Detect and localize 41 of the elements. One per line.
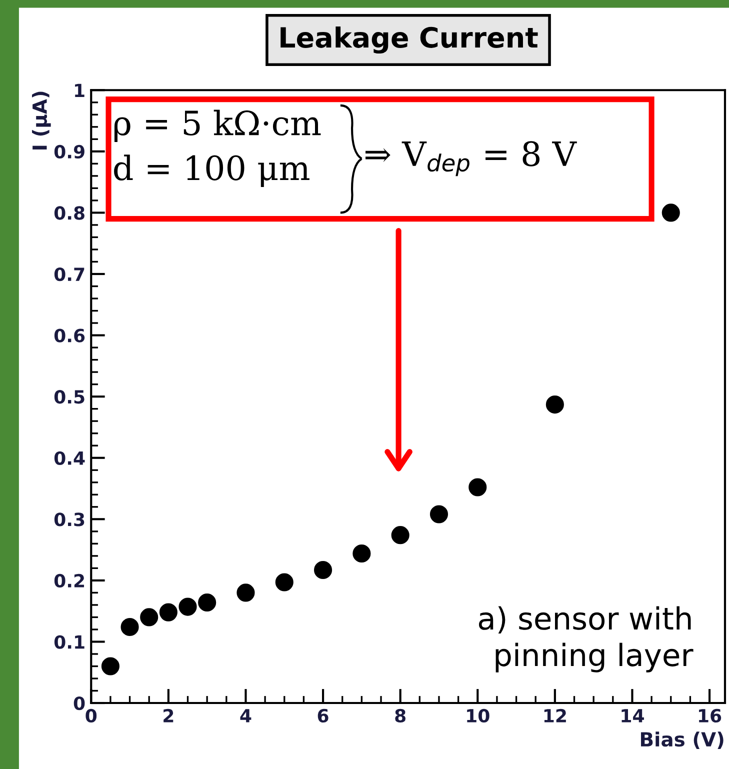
point: [101, 657, 120, 676]
x-tick-label: 10: [467, 708, 490, 723]
point: [352, 544, 371, 562]
x-tick-label: 0: [86, 708, 97, 723]
y-tick-label: 0.5: [54, 390, 84, 404]
x-tick-label: 8: [395, 708, 406, 723]
y-tick-label: 0.2: [54, 574, 84, 588]
y-tick-label: 0.1: [54, 635, 84, 649]
point: [120, 618, 139, 636]
point: [546, 396, 564, 414]
point: [662, 204, 680, 222]
x-tick-label: 4: [240, 709, 252, 722]
point: [314, 560, 332, 580]
annotation: ⇒ V$_{dep}$ = 8 V: [366, 141, 577, 176]
x-tick-label: 16: [699, 708, 722, 723]
y-tick-label: 0.9: [54, 144, 84, 159]
x-tick-label: 12: [544, 708, 566, 722]
point: [159, 603, 178, 622]
point: [178, 598, 197, 616]
annotation: a) sensor with pinning layer: [478, 606, 694, 672]
y-axis-title: I (μA): [32, 92, 51, 150]
y-tick-label: 0.3: [54, 512, 84, 526]
point: [236, 584, 255, 602]
y-tick-label: 0.6: [54, 328, 85, 342]
point: [275, 573, 294, 592]
y-tick-label: 0: [74, 696, 85, 710]
y-tick-label: 0.4: [54, 451, 85, 465]
point: [468, 478, 487, 496]
x-tick-label: 6: [318, 708, 328, 723]
point: [430, 505, 448, 524]
point: [140, 608, 158, 626]
point: [391, 526, 410, 544]
y-tick-label: 1: [75, 84, 84, 97]
x-tick-label: 14: [622, 709, 644, 722]
annotation: ρ = 5 kΩ·cm d = 100 μm: [114, 110, 321, 187]
x-axis-title: Bias (V): [641, 732, 724, 749]
y-tick-label: 0.8: [54, 206, 84, 220]
chart-title: Leakage Current: [280, 26, 538, 54]
point: [198, 593, 216, 612]
y-tick-label: 0.7: [54, 267, 84, 282]
x-tick-label: 2: [164, 708, 174, 722]
